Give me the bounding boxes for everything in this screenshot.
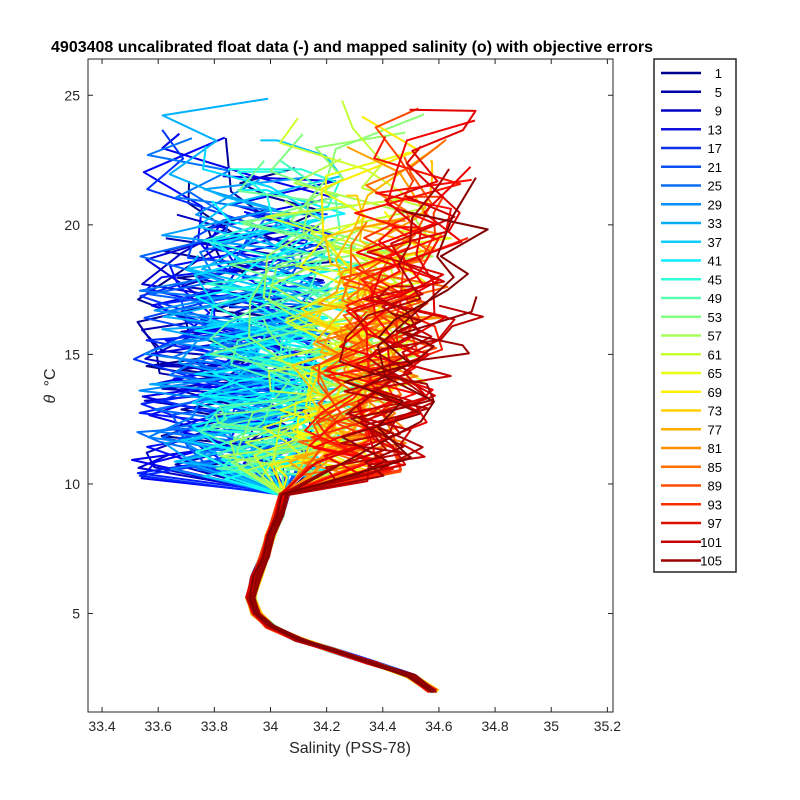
x-tick-label: 35.2 [594,718,621,734]
chart-title: 4903408 uncalibrated float data (-) and … [51,39,653,56]
y-tick-label: 15 [64,346,80,362]
legend-label: 9 [715,104,722,119]
y-tick-label: 10 [64,476,80,492]
legend-label: 61 [708,347,722,362]
legend-label: 13 [708,122,722,137]
x-tick-label: 34.2 [313,718,340,734]
y-ticks: 5 10 15 20 25 [64,87,613,622]
legend-label: 21 [708,160,722,175]
y-axis-unit: °C [42,368,59,386]
legend-label: 57 [708,329,722,344]
legend-label: 65 [708,366,722,381]
legend-label: 37 [708,235,722,250]
plot-frame [87,58,614,713]
legend-label: 49 [708,291,722,306]
legend-label: 45 [708,272,722,287]
legend-label: 25 [708,179,722,194]
profile-line [253,177,477,692]
legend-label: 41 [708,254,722,269]
legend: 1 5 9 13 17 21 25 29 33 37 41 45 49 53 57 61 65 69 73 77 81 8… [653,58,737,573]
x-tick-label: 35 [543,718,559,734]
legend-label: 105 [700,554,722,569]
y-axis-symbol: θ [42,395,59,404]
legend-label: 5 [715,85,722,100]
y-axis-label: θ °C [42,368,59,403]
legend-label: 1 [715,66,722,81]
legend-label: 93 [708,497,722,512]
legend-label: 85 [708,460,722,475]
svg-text:θ °C: θ °C [42,368,59,403]
legend-label: 73 [708,404,722,419]
legend-label: 17 [708,141,722,156]
legend-label: 33 [708,216,722,231]
x-tick-label: 34.8 [481,718,508,734]
x-tick-label: 34.6 [425,718,452,734]
legend-label: 29 [708,197,722,212]
legend-label: 97 [708,516,722,531]
legend-label: 69 [708,385,722,400]
legend-label: 77 [708,422,722,437]
x-tick-label: 33.8 [201,718,228,734]
y-tick-label: 5 [72,606,80,622]
legend-label: 101 [700,535,722,550]
x-tick-label: 34.4 [369,718,396,734]
legend-label: 81 [708,441,722,456]
profile-line [248,210,489,692]
y-tick-label: 25 [64,87,80,103]
legend-label: 53 [708,310,722,325]
x-axis-label: Salinity (PSS-78) [289,740,411,757]
x-tick-label: 33.4 [88,718,115,734]
y-tick-label: 20 [64,217,80,233]
legend-label: 89 [708,479,722,494]
x-tick-label: 33.6 [145,718,172,734]
x-ticks: 33.4 33.6 33.8 34 34.2 34.4 34.6 34.8 35 35.2 [88,59,621,734]
x-tick-label: 34 [263,718,279,734]
series-layer [131,97,489,694]
